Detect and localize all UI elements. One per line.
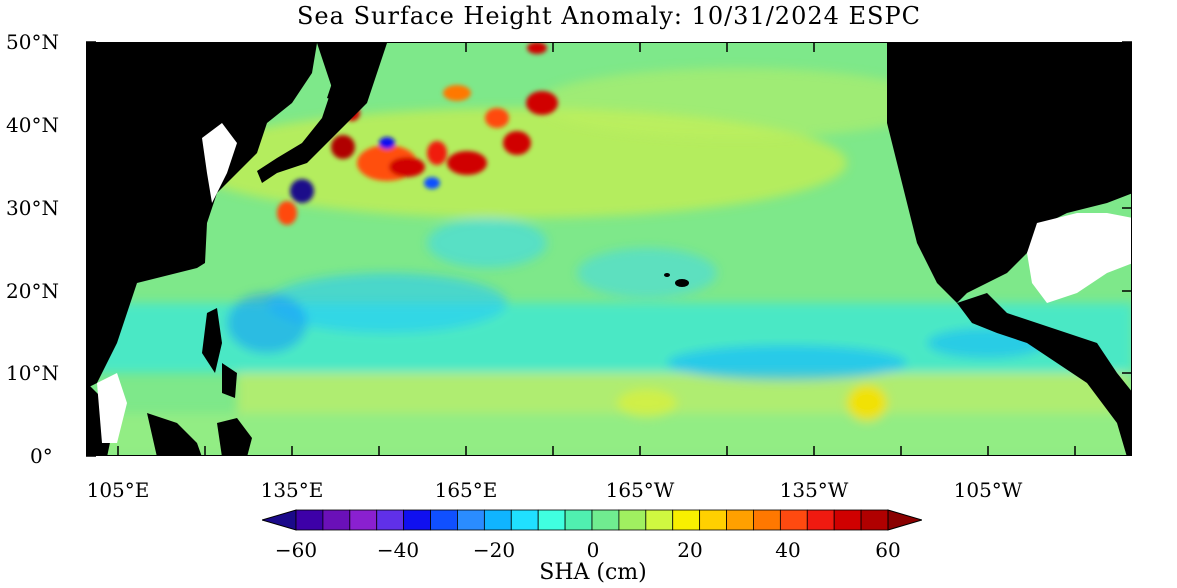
colorbar-swatch — [591, 509, 620, 531]
colorbar — [262, 509, 922, 531]
lon-label-105e: 105°E — [86, 478, 150, 502]
lon-label-105w: 105°W — [953, 478, 1023, 502]
colorbar-swatch — [672, 509, 701, 531]
colorbar-tick-label: 0 — [586, 538, 600, 562]
lat-label-30n: 30°N — [6, 196, 59, 220]
lon-label-165e: 165°E — [434, 478, 498, 502]
colorbar-swatch — [376, 509, 405, 531]
colorbar-swatch — [322, 509, 351, 531]
colorbar-swatch — [564, 509, 593, 531]
colorbar-swatch — [806, 509, 835, 531]
colorbar-swatch — [403, 509, 431, 531]
colorbar-swatch — [510, 509, 539, 531]
colorbar-tick-label: −20 — [472, 538, 516, 562]
colorbar-tick-label: −40 — [376, 538, 420, 562]
colorbar-swatch — [430, 509, 458, 531]
land — [87, 43, 1131, 455]
colorbar-swatch — [483, 509, 512, 531]
lat-label-40n: 40°N — [6, 113, 59, 137]
colorbar-tick-label: 40 — [775, 538, 801, 562]
colorbar-tick-label: 20 — [677, 538, 703, 562]
colorbar-swatch — [699, 509, 727, 531]
lat-label-50n: 50°N — [6, 30, 59, 54]
sea-surface-height-map — [86, 42, 1132, 456]
colorbar-underflow-arrow — [262, 509, 297, 531]
colorbar-tick-label: −60 — [274, 538, 318, 562]
map-title: Sea Surface Height Anomaly: 10/31/2024 E… — [296, 2, 921, 30]
colorbar-swatch — [537, 509, 566, 531]
colorbar-swatch — [645, 509, 674, 531]
colorbar-overflow-arrow — [887, 509, 922, 531]
colorbar-swatch — [833, 509, 862, 531]
colorbar-swatch — [726, 509, 754, 531]
colorbar-swatch — [753, 509, 781, 531]
lat-label-0: 0° — [30, 444, 53, 468]
masked-area — [97, 123, 1131, 443]
colorbar-swatch — [618, 509, 647, 531]
colorbar-swatch — [349, 509, 378, 531]
anomaly-field — [87, 43, 1131, 455]
lon-label-165w: 165°W — [605, 478, 675, 502]
lat-label-10n: 10°N — [6, 361, 59, 385]
colorbar-swatch — [457, 509, 485, 531]
colorbar-swatch — [295, 509, 324, 531]
colorbar-swatch — [860, 509, 889, 531]
lon-label-135e: 135°E — [260, 478, 324, 502]
colorbar-tick-label: 60 — [875, 538, 901, 562]
lat-label-20n: 20°N — [6, 279, 59, 303]
colorbar-title: SHA (cm) — [539, 560, 647, 585]
colorbar-swatch — [779, 509, 808, 531]
lon-label-135w: 135°W — [779, 478, 849, 502]
map-canvas — [87, 43, 1131, 455]
